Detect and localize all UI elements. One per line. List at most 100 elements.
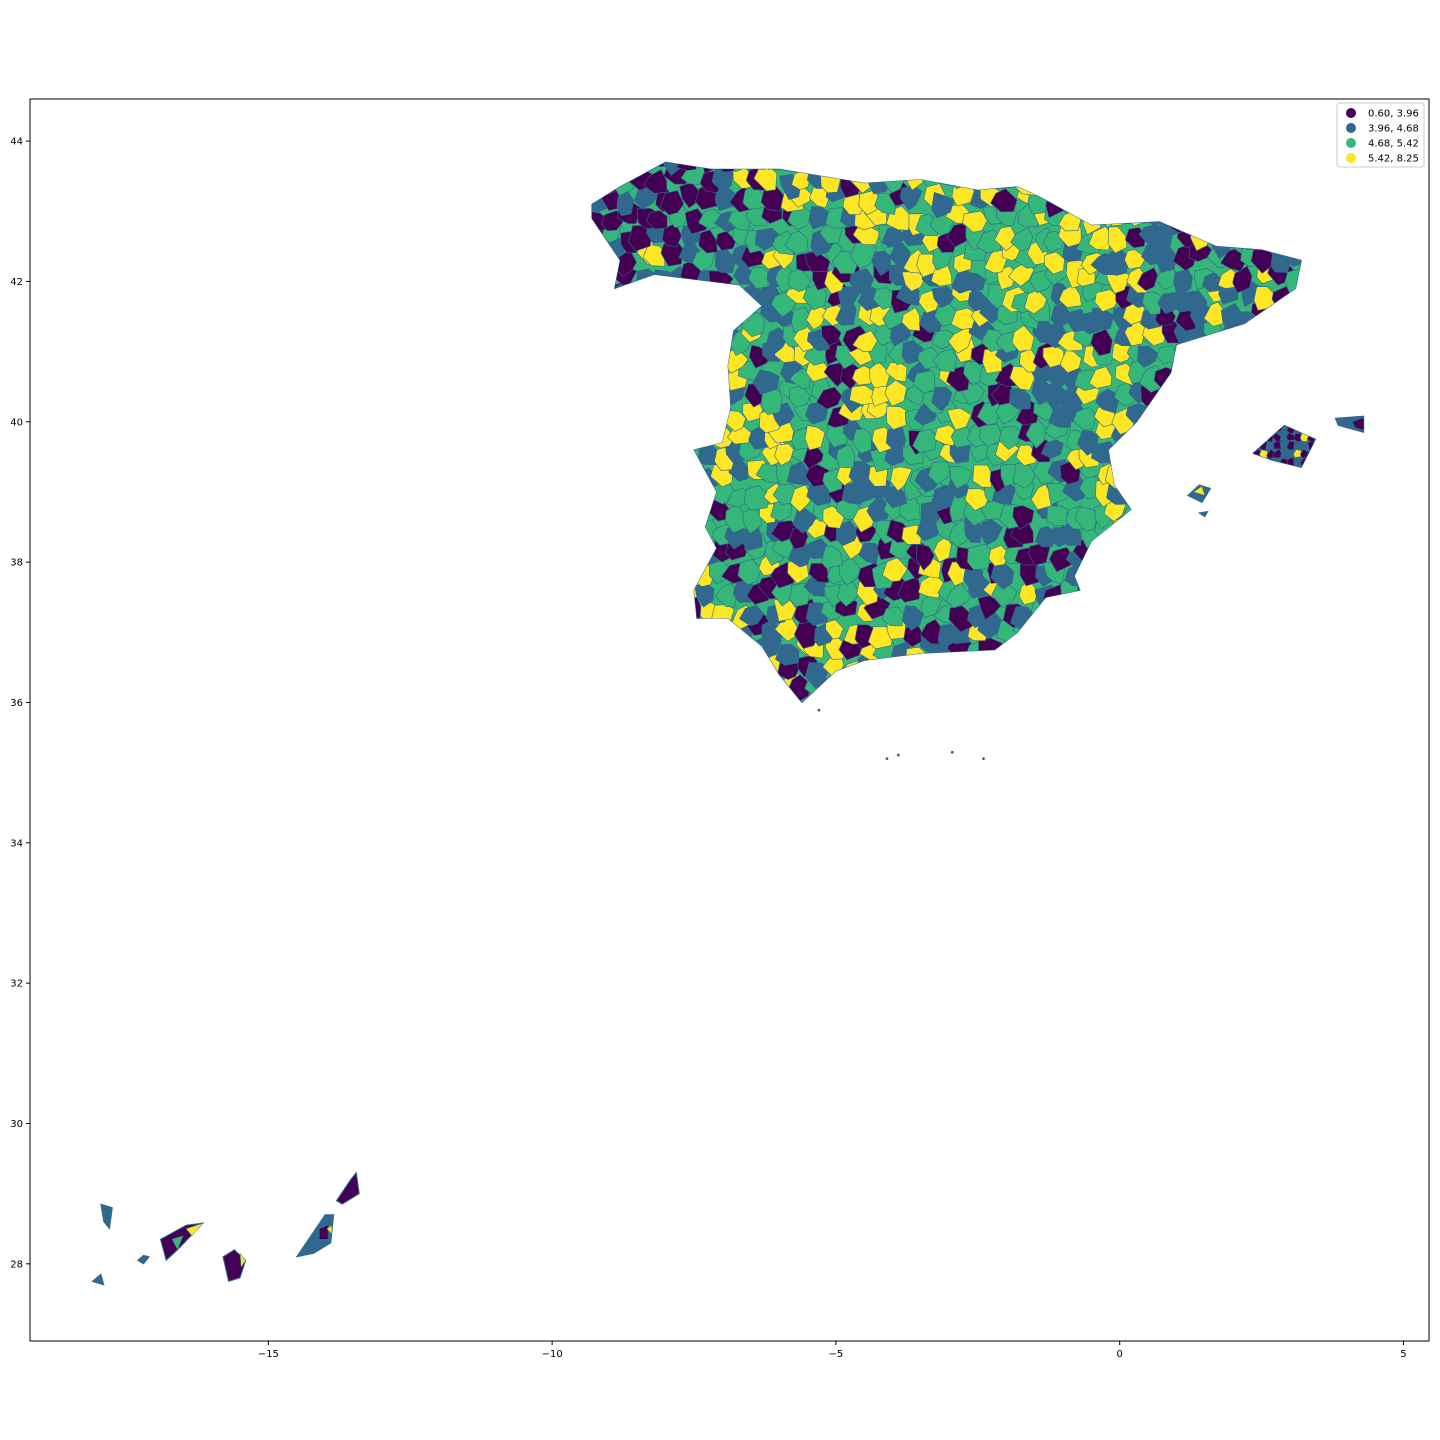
municipality-cell — [966, 272, 986, 293]
municipality-cell — [726, 660, 752, 684]
legend-label: 0.60, 3.96 — [1368, 109, 1419, 120]
municipality-cell — [591, 558, 609, 585]
municipality-cell — [1028, 661, 1056, 685]
municipality-cell — [1218, 544, 1239, 566]
municipality-cell — [1282, 563, 1302, 587]
municipality-cell — [1253, 449, 1255, 459]
municipality-cell — [906, 677, 933, 703]
municipality-cell — [1025, 418, 1047, 449]
municipality-cell — [591, 618, 596, 638]
municipality-cell — [591, 655, 595, 684]
municipality-cell — [629, 162, 652, 169]
municipality-cell — [972, 464, 992, 488]
municipality-cell — [1033, 677, 1057, 701]
municipality-cell — [1300, 557, 1302, 576]
municipality-cell — [1109, 651, 1135, 679]
municipality-cell — [599, 664, 624, 690]
municipality-cell — [964, 488, 992, 511]
municipality-cell — [1119, 190, 1143, 216]
municipality-cell — [1242, 543, 1261, 565]
canary-island — [295, 1214, 335, 1258]
municipality-cell — [651, 480, 676, 503]
municipality-cell — [818, 691, 847, 703]
municipality-cell — [614, 499, 636, 523]
municipality-cell — [868, 162, 894, 175]
municipality-cell — [1249, 539, 1275, 562]
municipality-cell — [716, 676, 738, 699]
legend-marker — [1346, 138, 1356, 148]
municipality-cell — [618, 469, 641, 491]
municipality-cell — [1127, 658, 1147, 683]
municipality-cell — [1279, 663, 1302, 687]
municipality-cell — [715, 582, 737, 608]
municipality-cell — [695, 379, 716, 406]
municipality-cell — [696, 321, 720, 348]
municipality-cell — [1247, 496, 1275, 524]
municipality-cell — [1249, 555, 1276, 581]
municipality-cell — [1185, 602, 1207, 626]
municipality-cell — [930, 484, 956, 512]
municipality-cell — [1268, 463, 1293, 492]
municipality-cell — [1270, 200, 1291, 226]
islet — [885, 757, 889, 760]
municipality-cell — [1202, 602, 1227, 629]
municipality-cell — [1222, 527, 1245, 553]
municipality-cell — [628, 377, 654, 399]
municipality-cell — [1059, 168, 1082, 196]
canary-cell — [185, 1222, 204, 1237]
municipality-cell — [1125, 578, 1148, 604]
municipality-cell — [1259, 457, 1268, 467]
municipality-cell — [931, 386, 953, 412]
municipality-cell — [1241, 198, 1264, 224]
municipality-cell — [739, 663, 764, 686]
canary-cell — [171, 1235, 184, 1251]
municipality-cell — [1273, 465, 1282, 468]
municipality-cell — [562, 515, 585, 539]
municipality-cell — [1202, 272, 1223, 293]
municipality-cell — [1248, 601, 1273, 628]
municipality-cell — [694, 654, 716, 681]
municipality-cell — [1303, 270, 1323, 295]
municipality-cell — [1093, 561, 1116, 583]
municipality-cell — [1224, 162, 1245, 174]
municipality-cell — [858, 162, 879, 176]
municipality-cell — [951, 162, 971, 170]
municipality-cell — [646, 209, 668, 230]
municipality-cell — [613, 403, 635, 423]
municipality-cell — [612, 585, 635, 610]
municipality-cell — [1249, 517, 1269, 544]
municipality-cell — [617, 655, 640, 683]
municipality-cell — [1191, 171, 1217, 194]
municipality-cell — [931, 329, 955, 350]
municipality-cell — [569, 408, 588, 432]
municipality-cell — [615, 523, 640, 549]
municipality-cell — [936, 162, 954, 179]
municipality-cell — [591, 495, 613, 523]
municipality-cell — [613, 598, 641, 619]
municipality-cell — [901, 307, 921, 332]
municipality-cell — [686, 680, 706, 703]
municipality-cell — [940, 693, 962, 703]
municipality-cell — [901, 605, 924, 631]
municipality-cell — [1240, 704, 1262, 727]
municipality-cell — [1279, 326, 1302, 352]
municipality-cell — [566, 637, 589, 659]
municipality-cell — [598, 604, 622, 630]
municipality-cell — [1138, 539, 1160, 563]
municipality-cell — [570, 424, 591, 443]
municipality-cell — [1044, 162, 1065, 171]
municipality-cell — [659, 190, 685, 216]
municipality-cell — [1210, 406, 1233, 431]
municipality-cell — [620, 694, 645, 703]
municipality-cell — [1294, 164, 1302, 191]
municipality-cell — [591, 328, 592, 352]
municipality-cell — [1209, 571, 1230, 598]
municipality-cell — [725, 674, 746, 699]
map-regions — [91, 161, 1365, 1286]
municipality-cell — [648, 613, 672, 638]
municipality-cell — [820, 167, 842, 194]
municipality-cell — [851, 365, 875, 386]
municipality-cell — [977, 162, 1004, 169]
municipality-cell — [784, 230, 809, 255]
municipality-cell — [1155, 416, 1180, 442]
